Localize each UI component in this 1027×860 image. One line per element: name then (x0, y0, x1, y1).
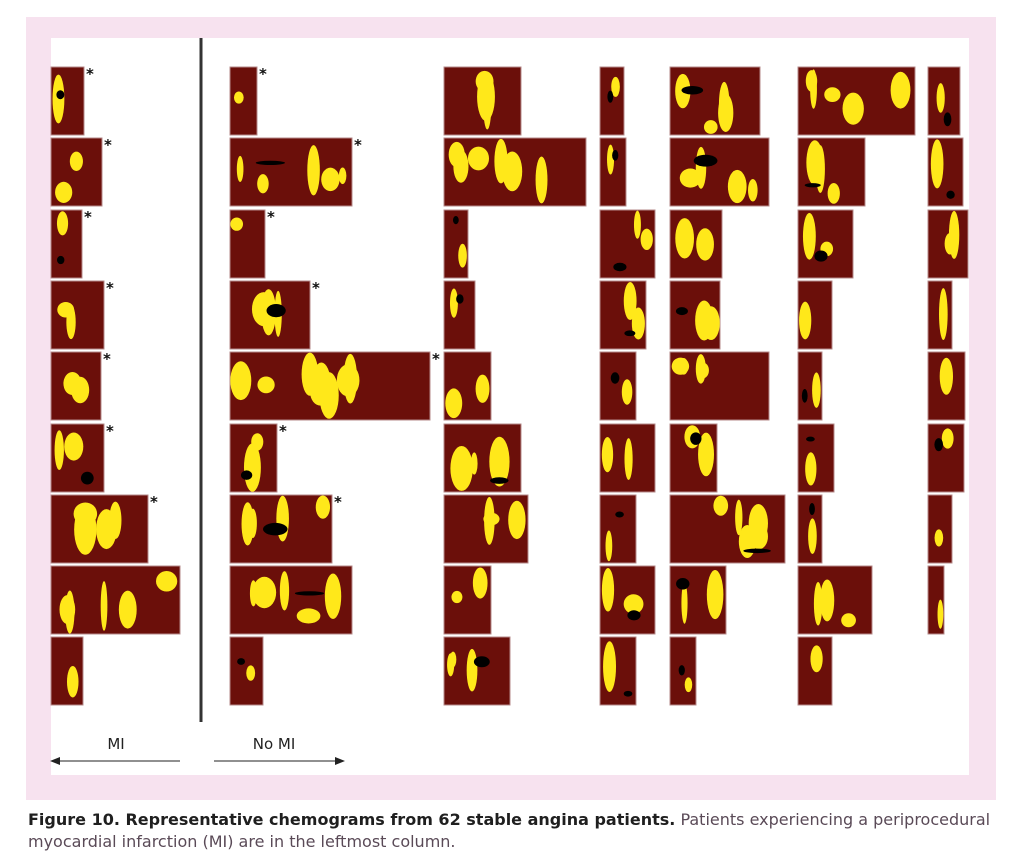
chemogram-tile (443, 66, 522, 136)
chemogram-tile (797, 494, 823, 564)
chemogram-tile (927, 280, 953, 350)
periprocedural-mi-star: * (432, 350, 440, 368)
chemogram-tile (927, 565, 945, 635)
chemogram-tile (797, 66, 916, 136)
chemogram-tile (797, 565, 873, 635)
chemogram-tile (669, 137, 770, 207)
chemogram-tile (599, 423, 656, 493)
chemogram-tile (443, 351, 492, 421)
periprocedural-mi-star: * (106, 422, 114, 440)
chemogram-tile (443, 423, 522, 493)
arrow-mi (50, 757, 180, 765)
chemogram-tile (50, 494, 149, 564)
chemogram-tile (669, 209, 723, 279)
chemogram-tile (599, 351, 637, 421)
chemogram-tile (443, 494, 529, 564)
chemogram-tile (229, 137, 353, 207)
chemogram-tile (669, 280, 721, 350)
chemogram-tile (669, 66, 761, 136)
chemogram-tile (599, 209, 656, 279)
chemogram-tile (443, 280, 476, 350)
figure-caption: Figure 10. Representative chemograms fro… (28, 809, 1008, 853)
chemogram-tile (599, 66, 625, 136)
chemogram-tile (229, 351, 431, 421)
chemogram-tile (50, 66, 85, 136)
caption-text: Patients experiencing a periprocedural m… (28, 810, 991, 851)
periprocedural-mi-star: * (103, 350, 111, 368)
chemogram-tile (229, 636, 264, 706)
chemogram-tile (229, 494, 333, 564)
chemogram-tile (669, 351, 770, 421)
chemogram-tile (50, 280, 105, 350)
chemogram-tile (599, 636, 637, 706)
chemogram-tile (50, 209, 83, 279)
chemogram-tile (50, 423, 105, 493)
chemogram-tile (927, 423, 965, 493)
periprocedural-mi-star: * (267, 208, 275, 226)
chemogram-figure: * * * * * * * * * * * * * * MI No MI (50, 38, 969, 765)
chemogram-tile (927, 66, 961, 136)
chemogram-tile (669, 636, 697, 706)
periprocedural-mi-star: * (106, 279, 114, 297)
chemogram-tile (443, 565, 492, 635)
chemogram-tile (797, 423, 835, 493)
chemogram-tile (927, 137, 964, 207)
chemogram-tile (797, 636, 833, 706)
periprocedural-mi-star: * (334, 493, 342, 511)
chemogram-tile (229, 66, 258, 136)
periprocedural-mi-star: * (279, 422, 287, 440)
chemogram-tile (50, 565, 181, 635)
chemogram-tile (229, 280, 311, 350)
chemogram-tile (599, 280, 647, 350)
periprocedural-mi-star: * (150, 493, 158, 511)
chemogram-tile (797, 209, 854, 279)
periprocedural-mi-star: * (104, 136, 112, 154)
chemogram-tile (927, 494, 953, 564)
chemogram-tile (229, 423, 278, 493)
caption-title: Figure 10. Representative chemograms fro… (28, 810, 676, 829)
chemogram-tile (229, 565, 353, 635)
periprocedural-mi-star: * (259, 65, 267, 83)
periprocedural-mi-star: * (84, 208, 92, 226)
chemogram-tile (927, 209, 969, 279)
chemogram-tile (797, 280, 833, 350)
chemogram-tile (669, 565, 727, 635)
chemogram-tile (443, 137, 587, 207)
chemogram-tile (797, 351, 823, 421)
chemogram-tile (927, 351, 966, 421)
chemogram-tile (50, 351, 102, 421)
label-mi: MI (107, 735, 124, 753)
chemogram-tile (669, 423, 718, 493)
chemogram-tile (443, 636, 511, 706)
chemogram-tile (599, 565, 656, 635)
chemogram-tile (50, 636, 84, 706)
chemogram-tile (443, 209, 469, 279)
label-no-mi: No MI (253, 735, 296, 753)
chemogram-grid: * * * * * * * * * * * * * * (50, 65, 969, 706)
periprocedural-mi-star: * (312, 279, 320, 297)
arrow-no-mi (214, 757, 345, 765)
periprocedural-mi-star: * (354, 136, 362, 154)
chemogram-tile (797, 137, 866, 207)
chemogram-tile (599, 494, 637, 564)
chemogram-tile (669, 494, 786, 564)
chemogram-tile (50, 137, 103, 207)
chemogram-tile (229, 209, 266, 279)
periprocedural-mi-star: * (86, 65, 94, 83)
chemogram-tile (599, 137, 627, 207)
